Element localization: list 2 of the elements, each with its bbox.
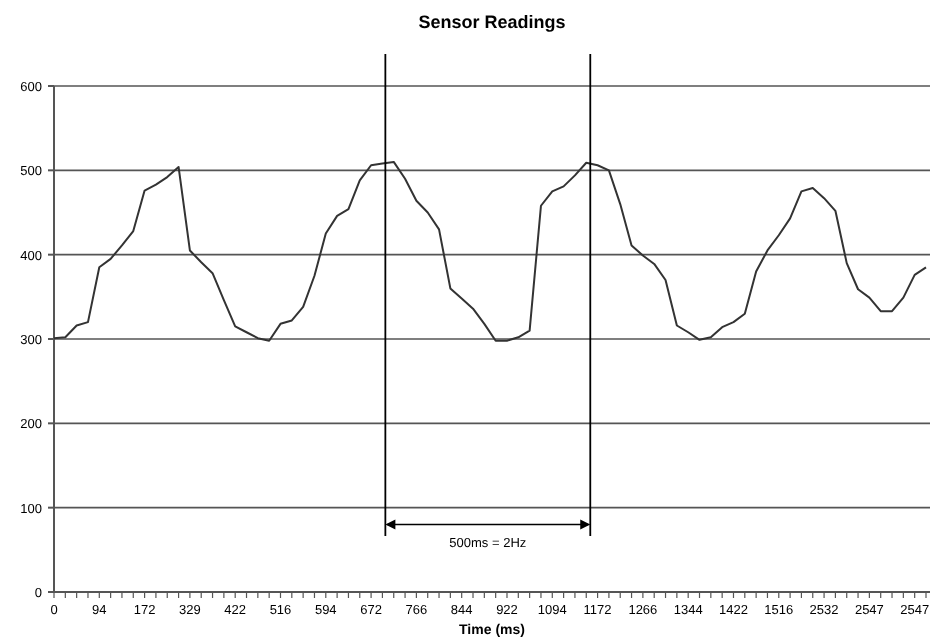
chart-title: Sensor Readings	[418, 12, 566, 32]
line-series	[53, 160, 927, 342]
